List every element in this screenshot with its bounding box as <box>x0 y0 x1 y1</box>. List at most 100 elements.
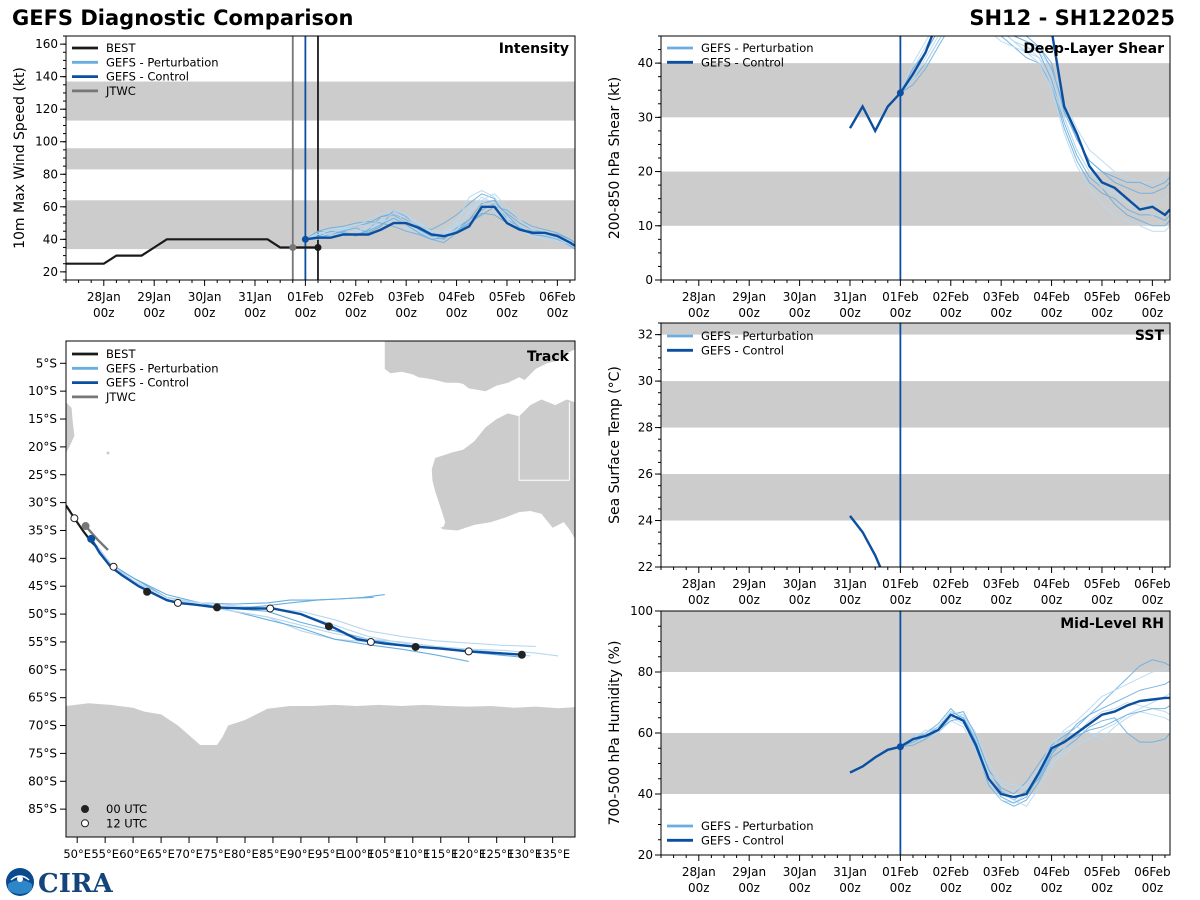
intensity-perturbation-line <box>305 202 575 244</box>
shear-x-tick-label: 06Feb <box>1134 290 1171 304</box>
intensity-x-tick-label: 06Feb <box>539 290 576 304</box>
track-control-line <box>90 538 525 656</box>
rh-panel-title: Mid-Level RH <box>1060 616 1164 632</box>
sst-x-tick-label: 03Feb <box>983 577 1020 591</box>
track-position-marker <box>517 650 526 659</box>
track-x-tick-label: 65°E <box>147 847 175 861</box>
sst-x-tick-hour: 00z <box>1091 593 1113 607</box>
track-y-tick-label: 35°S <box>28 523 57 537</box>
intensity-x-tick-hour: 00z <box>194 306 216 320</box>
intensity-y-tick-label: 140 <box>35 70 58 84</box>
track-utc-legend-label: 12 UTC <box>106 816 147 830</box>
intensity-x-tick-hour: 00z <box>345 306 367 320</box>
land-madagascar <box>66 402 75 453</box>
rh-y-tick-label: 20 <box>638 848 653 862</box>
rh-y-tick-label: 80 <box>638 665 653 679</box>
shear-x-tick-hour: 00z <box>1142 306 1164 320</box>
shear-x-tick-hour: 00z <box>1041 306 1063 320</box>
track-position-marker <box>266 604 275 613</box>
track-x-tick-label: 85°E <box>259 847 287 861</box>
shear-x-tick-label: 05Feb <box>1084 290 1121 304</box>
shear-x-tick-hour: 00z <box>839 306 861 320</box>
sst-x-tick-label: 30Jan <box>783 577 817 591</box>
sst-x-tick-hour: 00z <box>1142 593 1164 607</box>
track-y-tick-label: 85°S <box>28 802 57 816</box>
track-y-tick-label: 80°S <box>28 774 57 788</box>
shear-y-tick-label: 30 <box>638 110 653 124</box>
shear-x-tick-hour: 00z <box>990 306 1012 320</box>
shear-y-tick-label: 10 <box>638 219 653 233</box>
intensity-control-line <box>305 205 575 247</box>
track-x-tick-label: 55°E <box>91 847 119 861</box>
shear-band <box>661 171 1170 226</box>
sst-x-tick-label: 02Feb <box>933 577 970 591</box>
shear-perturbation-line <box>899 36 1170 216</box>
intensity-x-tick-label: 30Jan <box>188 290 222 304</box>
track-perturbation-line <box>90 538 525 656</box>
track-y-tick-label: 75°S <box>28 746 57 760</box>
sst-x-tick-label: 01Feb <box>882 577 919 591</box>
shear-x-tick-label: 02Feb <box>933 290 970 304</box>
rh-x-tick-hour: 00z <box>738 881 760 895</box>
sst-panel-title: SST <box>1135 328 1165 344</box>
shear-x-tick-hour: 00z <box>1091 306 1113 320</box>
intensity-x-tick-label: 01Feb <box>287 290 324 304</box>
intensity-y-tick-label: 60 <box>43 200 58 214</box>
track-position-marker <box>411 642 420 651</box>
sst-y-tick-label: 30 <box>638 374 653 388</box>
sst-frame <box>660 322 1171 568</box>
sst-x-tick-label: 05Feb <box>1084 577 1121 591</box>
shear-plot-area <box>661 36 1170 280</box>
sst-y-tick-label: 24 <box>638 514 653 528</box>
shear-x-tick-label: 28Jan <box>682 290 716 304</box>
intensity-plot-area <box>66 36 575 280</box>
intensity-x-tick-label: 02Feb <box>338 290 375 304</box>
rh-x-tick-label: 28Jan <box>682 865 716 879</box>
rh-band <box>661 733 1170 794</box>
sst-x-tick-hour: 00z <box>738 593 760 607</box>
track-x-tick-label: 110°E <box>395 847 430 861</box>
cira-noaa-logo: CIRA <box>6 868 113 898</box>
intensity-x-tick-label: 04Feb <box>438 290 475 304</box>
shear-legend-label: GEFS - Perturbation <box>701 41 814 55</box>
intensity-best-line <box>66 238 318 265</box>
sst-x-tick-hour: 00z <box>839 593 861 607</box>
track-x-tick-label: 75°E <box>203 847 231 861</box>
intensity-y-tick-label: 120 <box>35 102 58 116</box>
track-x-tick-label: 95°E <box>315 847 343 861</box>
rh-x-tick-hour: 00z <box>688 881 710 895</box>
rh-x-tick-label: 06Feb <box>1134 865 1171 879</box>
track-x-tick-label: 50°E <box>63 847 91 861</box>
track-position-marker <box>109 562 118 571</box>
intensity-x-tick-hour: 00z <box>446 306 468 320</box>
cira-logo-text: CIRA <box>38 869 113 898</box>
track-perturbation-line <box>90 538 374 610</box>
intensity-band <box>66 81 575 121</box>
track-panel-title: Track <box>527 349 570 365</box>
intensity-y-tick-label: 100 <box>35 135 58 149</box>
intensity-x-tick-label: 05Feb <box>489 290 526 304</box>
track-y-tick-label: 50°S <box>28 607 57 621</box>
shear-x-tick-label: 04Feb <box>1033 290 1070 304</box>
intensity-control-marker <box>301 235 309 243</box>
rh-x-tick-label: 03Feb <box>983 865 1020 879</box>
intensity-panel-title: Intensity <box>499 41 569 57</box>
track-jtwc-line <box>84 525 109 551</box>
sst-band <box>661 323 1170 335</box>
rh-x-tick-hour: 00z <box>940 881 962 895</box>
track-utc-legend-marker <box>81 819 89 828</box>
track-legend-label: GEFS - Perturbation <box>106 361 219 375</box>
rh-perturbation-line <box>900 665 1170 792</box>
rh-x-tick-label: 05Feb <box>1084 865 1121 879</box>
rh-x-tick-label: 02Feb <box>933 865 970 879</box>
track-x-tick-label: 100°E <box>339 847 374 861</box>
shear-y-tick-label: 40 <box>638 56 653 70</box>
rh-x-tick-label: 31Jan <box>833 865 867 879</box>
shear-x-tick-hour: 00z <box>688 306 710 320</box>
intensity-y-tick-label: 20 <box>43 265 58 279</box>
sst-x-tick-label: 28Jan <box>682 577 716 591</box>
sst-x-tick-hour: 00z <box>890 593 912 607</box>
land-indonesia <box>384 341 575 392</box>
